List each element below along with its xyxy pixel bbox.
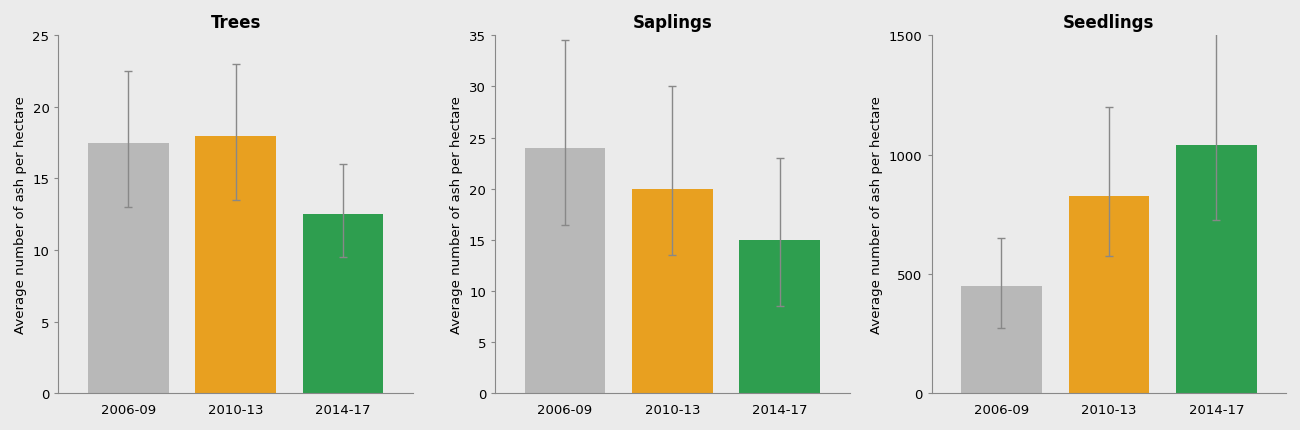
Bar (1176, 146, 1257, 393)
Y-axis label: Average number of ash per hectare: Average number of ash per hectare (451, 96, 464, 334)
Y-axis label: Average number of ash per hectare: Average number of ash per hectare (14, 96, 27, 334)
Bar (961, 286, 1041, 393)
Y-axis label: Average number of ash per hectare: Average number of ash per hectare (870, 96, 883, 334)
Title: Seedlings: Seedlings (1063, 14, 1154, 32)
Bar (1069, 197, 1149, 393)
Bar (303, 215, 384, 393)
Bar (195, 136, 276, 393)
Bar (88, 143, 169, 393)
Bar (632, 189, 712, 393)
Bar (525, 148, 606, 393)
Title: Trees: Trees (211, 14, 261, 32)
Title: Saplings: Saplings (632, 14, 712, 32)
Bar (740, 240, 820, 393)
